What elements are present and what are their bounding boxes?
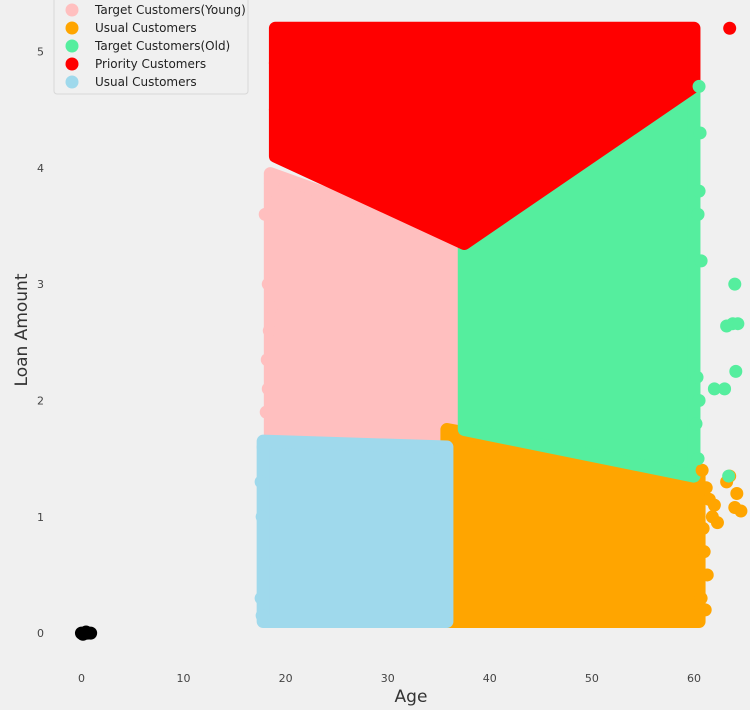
- data-point: [690, 370, 704, 384]
- x-axis-label: Age: [395, 687, 428, 707]
- cluster-regions: [256, 21, 706, 628]
- data-point: [256, 440, 270, 454]
- legend-box: [53, 0, 249, 95]
- data-point: [258, 207, 272, 221]
- data-point: [255, 609, 269, 623]
- legend-label: Usual Customers: [95, 75, 197, 89]
- data-point: [682, 62, 696, 76]
- data-point: [700, 568, 714, 582]
- legend-marker: [65, 21, 79, 35]
- y-tick-label: 5: [37, 46, 44, 59]
- axis-ticks: 0 10 20 30 40 50 60 0 1 2 3 4 5: [37, 46, 701, 685]
- data-point: [257, 556, 271, 570]
- data-point: [734, 504, 748, 518]
- data-point: [264, 300, 278, 314]
- data-point: [261, 382, 275, 396]
- x-tick-label: 60: [687, 672, 701, 685]
- y-axis-label: Loan Amount: [12, 273, 32, 386]
- data-point: [79, 625, 93, 639]
- data-point: [731, 317, 745, 331]
- y-tick-label: 4: [37, 162, 44, 175]
- legend-label: Target Customers(Old): [94, 39, 230, 53]
- legend-label: Usual Customers: [95, 21, 197, 35]
- data-point: [268, 103, 282, 117]
- data-point: [692, 184, 706, 198]
- y-tick-label: 1: [37, 511, 44, 524]
- legend-marker: [65, 57, 79, 71]
- legend-label: Target Customers(Young): [94, 3, 246, 17]
- data-point: [255, 510, 269, 524]
- cluster-region-4: [256, 434, 454, 628]
- data-point: [692, 393, 706, 407]
- data-point: [268, 184, 282, 198]
- data-point: [261, 277, 275, 291]
- x-tick-label: 10: [177, 672, 191, 685]
- x-tick-label: 20: [279, 672, 293, 685]
- data-point: [710, 516, 724, 530]
- legend-marker: [65, 3, 79, 17]
- data-point: [694, 591, 708, 605]
- data-point: [722, 469, 736, 483]
- data-point: [730, 487, 744, 501]
- data-point: [689, 417, 703, 431]
- legend-marker: [65, 39, 79, 53]
- data-point: [718, 382, 732, 396]
- data-point: [723, 21, 737, 35]
- data-point: [729, 364, 743, 378]
- legend: Target Customers(Young) Usual Customers Ta…: [53, 0, 249, 95]
- data-point: [691, 207, 705, 221]
- legend-label: Priority Customers: [95, 57, 206, 71]
- x-tick-label: 0: [78, 672, 85, 685]
- data-point: [691, 452, 705, 466]
- cluster-points: [74, 21, 748, 641]
- data-point: [699, 481, 713, 495]
- data-point: [707, 382, 721, 396]
- data-point: [260, 353, 274, 367]
- x-tick-label: 30: [381, 672, 395, 685]
- data-point: [728, 277, 742, 291]
- data-point: [693, 126, 707, 140]
- legend-marker: [65, 75, 79, 89]
- data-point: [268, 56, 282, 70]
- data-point: [259, 405, 273, 419]
- data-point: [697, 545, 711, 559]
- y-tick-label: 3: [37, 278, 44, 291]
- x-tick-label: 40: [483, 672, 497, 685]
- cluster-region-3: [268, 21, 701, 250]
- data-point: [698, 603, 712, 617]
- data-point: [694, 254, 708, 268]
- y-tick-label: 0: [37, 627, 44, 640]
- data-point: [696, 521, 710, 535]
- data-point: [707, 498, 721, 512]
- data-point: [720, 319, 734, 333]
- y-tick-label: 2: [37, 394, 44, 407]
- data-point: [262, 324, 276, 338]
- x-tick-label: 50: [585, 672, 599, 685]
- data-point: [692, 79, 706, 93]
- data-point: [269, 138, 283, 152]
- data-point: [695, 463, 709, 477]
- data-point: [254, 591, 268, 605]
- data-point: [254, 475, 268, 489]
